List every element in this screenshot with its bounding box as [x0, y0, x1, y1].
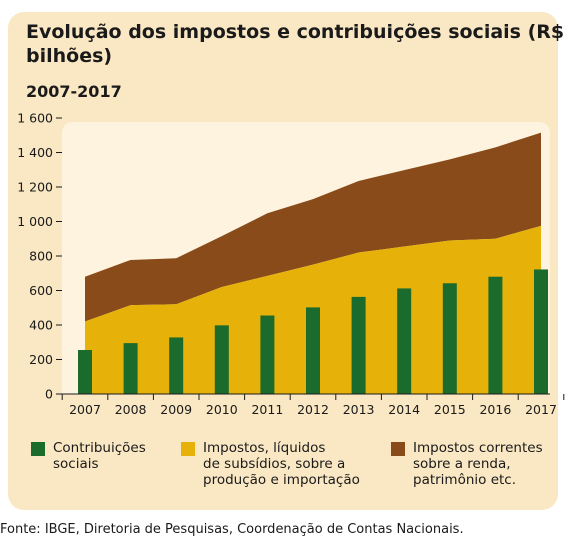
chart-subtitle: 2007-2017 — [26, 82, 122, 101]
bar-2009 — [169, 337, 184, 394]
bar-2012 — [306, 307, 320, 394]
y-tick-label: 600 — [29, 283, 53, 298]
bar-2013 — [351, 296, 366, 394]
legend-label-line: Contribuições — [53, 440, 146, 456]
x-tick-label: 2011 — [251, 402, 283, 417]
chart-title: Evolução dos impostos e contribuições so… — [26, 20, 566, 68]
legend-swatch — [31, 442, 45, 456]
bar-2014 — [397, 288, 412, 394]
legend-label-line: sociais — [53, 456, 99, 472]
bar-2010 — [214, 325, 229, 394]
x-tick-label: 2009 — [160, 402, 192, 417]
y-tick-label: 800 — [29, 249, 53, 264]
x-tick-label: 2016 — [479, 402, 511, 417]
chart-svg: 0 200 400 600 800 1 000 1 200 1 400 1 600 2007 200… — [17, 111, 565, 417]
bar-2008 — [123, 343, 138, 394]
chart-title-text: Evolução dos impostos e contribuições so… — [26, 21, 565, 67]
legend-swatch — [181, 442, 195, 456]
y-tick-label: 1 200 — [17, 180, 53, 195]
y-tick-label: 200 — [29, 352, 53, 367]
y-tick-label: 1 000 — [17, 214, 53, 229]
bar-2017 — [534, 269, 548, 394]
bar-2007 — [78, 350, 92, 394]
legend-label-line: Impostos, líquidos — [203, 440, 326, 456]
x-tick-label: 2007 — [69, 402, 101, 417]
bar-2015 — [442, 283, 457, 394]
legend-label-line: Impostos correntes — [413, 440, 543, 456]
bar-2016 — [488, 276, 503, 394]
legend-label: Impostos correntes sobre a renda, patrimôn… — [413, 440, 543, 488]
area-impostos-renda — [85, 132, 541, 322]
x-tick-label: 2010 — [206, 402, 238, 417]
legend-label-line: patrimônio etc. — [413, 472, 517, 488]
legend-label-line: produção e importação — [203, 472, 360, 488]
x-tick-label: 2014 — [388, 402, 420, 417]
bar-2011 — [260, 315, 275, 394]
legend-label-line: de subsídios, sobre a — [203, 456, 346, 472]
legend-label: Contribuições sociais — [53, 440, 146, 472]
x-tick-label: 2017 — [525, 402, 557, 417]
x-tick-label: 2015 — [434, 402, 466, 417]
y-tick-label: 400 — [29, 318, 53, 333]
source-note: Fonte: IBGE, Diretoria de Pesquisas, Coo… — [0, 522, 464, 537]
y-tick-label: 1 400 — [17, 145, 53, 160]
x-tick-label: 2008 — [115, 402, 147, 417]
y-tick-label: 1 600 — [17, 111, 53, 126]
x-tick-label: 2013 — [343, 402, 375, 417]
legend-label-line: sobre a renda, — [413, 456, 511, 472]
legend-swatch — [391, 442, 405, 456]
x-tick-label: 2012 — [297, 402, 329, 417]
y-tick-label: 0 — [45, 387, 53, 402]
